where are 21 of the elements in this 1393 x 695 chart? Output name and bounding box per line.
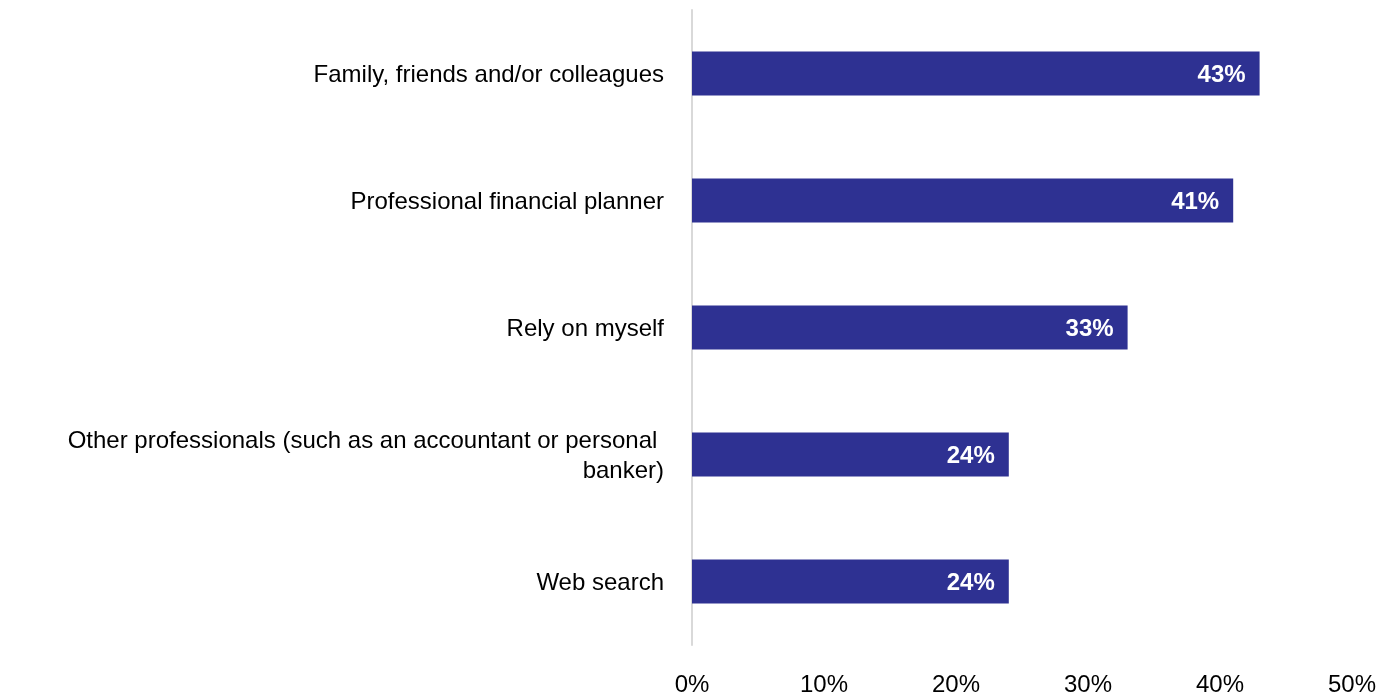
x-tick-label: 20% xyxy=(931,669,981,695)
data-label: 33% xyxy=(1065,314,1114,341)
x-tick-label: 10% xyxy=(799,669,849,695)
data-label: 43% xyxy=(1197,60,1246,87)
bar xyxy=(692,559,1009,604)
bar xyxy=(692,178,1234,223)
data-label: 41% xyxy=(1171,187,1220,214)
data-label: 24% xyxy=(946,568,995,595)
x-tick-label: 40% xyxy=(1195,669,1245,695)
y-tick-label: Family, friends and/or colleagues xyxy=(313,60,664,87)
y-tick-label: Web search xyxy=(536,568,664,595)
x-tick-label: 50% xyxy=(1327,669,1377,695)
x-tick-label: 0% xyxy=(674,669,710,695)
y-tick-label: Professional financial planner xyxy=(350,187,664,214)
x-tick-label: 30% xyxy=(1063,669,1113,695)
bar xyxy=(692,51,1260,96)
bar xyxy=(692,432,1009,477)
y-tick-label: Rely on myself xyxy=(506,314,665,341)
data-label: 24% xyxy=(946,441,995,468)
bar xyxy=(692,305,1128,350)
y-tick-label: Other professionals (such as an accountant or personal banker) xyxy=(67,426,664,483)
